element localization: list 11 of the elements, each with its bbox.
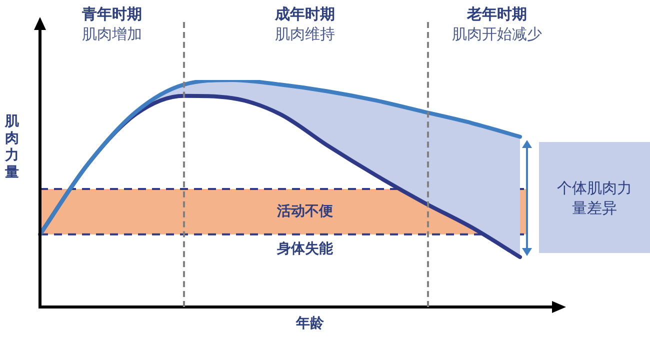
text: 肌肉开始减少 bbox=[451, 24, 543, 44]
text: 肌肉增加 bbox=[81, 24, 143, 44]
y-axis-title: 肌肉力量 bbox=[4, 114, 19, 181]
text: 肌肉维持 bbox=[274, 24, 336, 44]
band-label: 活动不便 bbox=[276, 203, 333, 220]
text: 老年时期 bbox=[466, 4, 528, 24]
x-axis-title: 年龄 bbox=[295, 316, 325, 332]
text: 个体肌肉力量差异 bbox=[556, 178, 633, 218]
text: 青年时期 bbox=[81, 4, 143, 24]
ref-line-label: 身体失能 bbox=[276, 241, 334, 257]
text: 成年时期 bbox=[274, 4, 336, 24]
